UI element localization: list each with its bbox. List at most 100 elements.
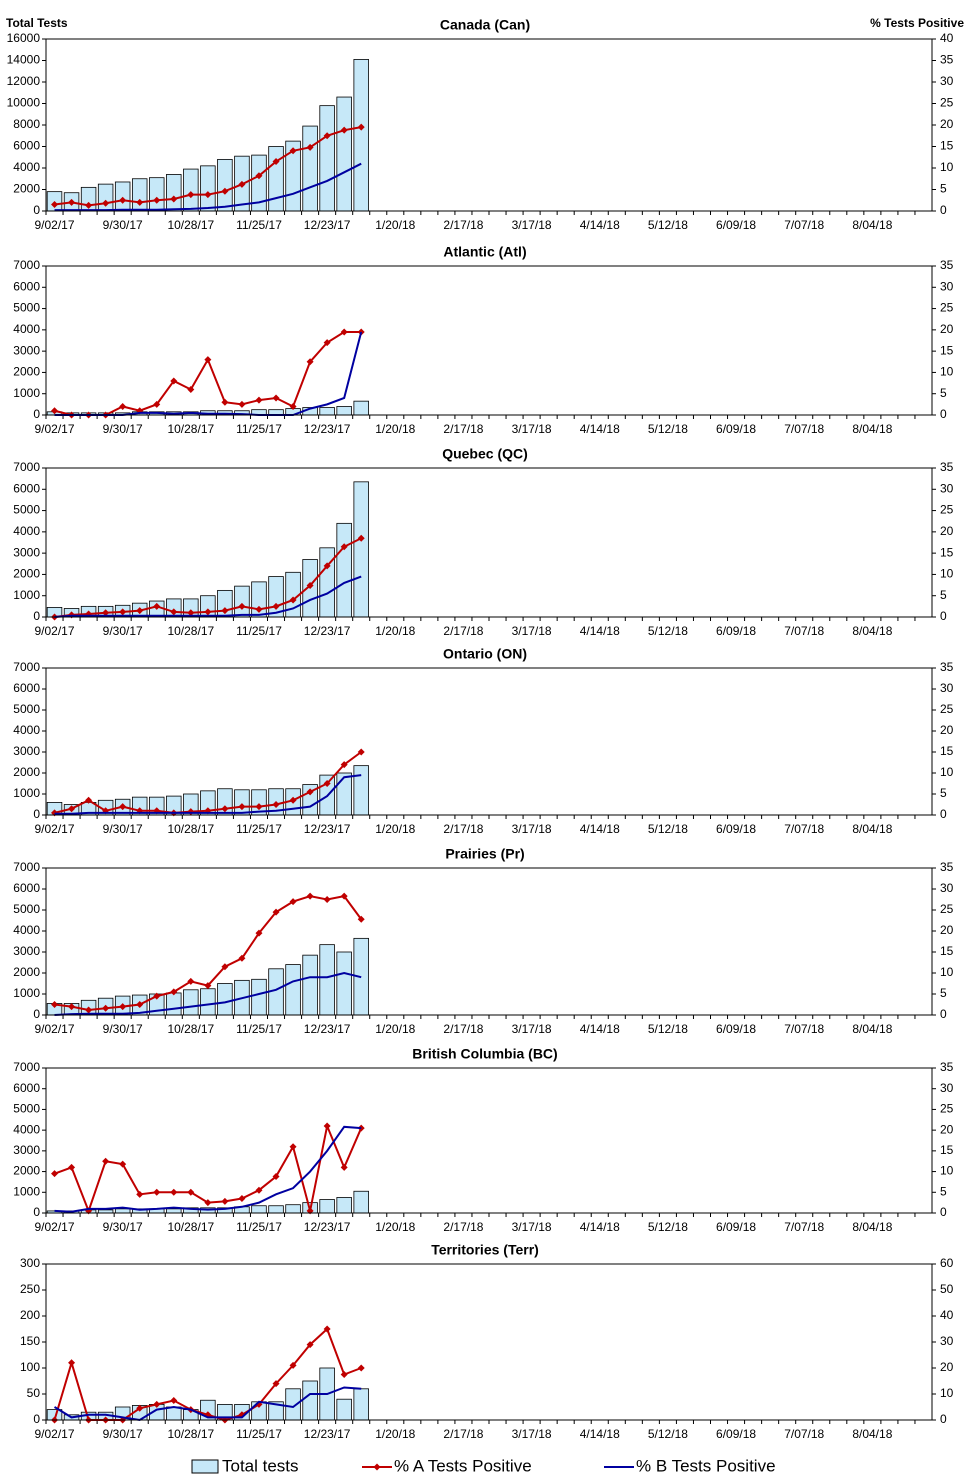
x-tick-label: 3/17/18 — [512, 822, 552, 836]
point-marker — [153, 196, 161, 204]
y2-tick-label: 30 — [940, 881, 954, 895]
y-tick-label: 2000 — [13, 567, 40, 581]
point-marker — [289, 898, 297, 906]
y-tick-label: 6000 — [13, 279, 40, 293]
x-tick-label: 6/09/18 — [716, 1220, 756, 1234]
bar — [131, 178, 148, 212]
y2-tick-label: 5 — [940, 986, 947, 1000]
x-tick-label: 4/14/18 — [580, 1427, 620, 1441]
y2-tick-label: 0 — [940, 1007, 947, 1021]
point-marker — [187, 191, 195, 199]
x-tick-label: 6/09/18 — [716, 218, 756, 232]
x-tick-label: 12/23/17 — [304, 1022, 351, 1036]
bar — [166, 174, 182, 212]
x-tick-label: 1/20/18 — [375, 1427, 415, 1441]
point-marker — [85, 1006, 93, 1014]
bar — [353, 765, 369, 816]
x-tick-label: 11/25/17 — [236, 624, 282, 638]
bar — [114, 1208, 131, 1214]
y2-tick-label: 20 — [940, 923, 954, 937]
bar — [97, 183, 114, 212]
x-tick-label: 12/23/17 — [304, 1220, 351, 1234]
y2-tick-label: 15 — [940, 944, 954, 958]
point-marker — [119, 196, 127, 204]
y2-tick-label: 5 — [940, 1184, 947, 1198]
x-tick-label: 5/12/18 — [648, 422, 688, 436]
bar — [353, 400, 369, 416]
series-line — [54, 971, 362, 1016]
point-marker — [221, 805, 229, 813]
plot-frame — [45, 667, 933, 816]
point-marker — [68, 805, 76, 813]
y-tick-label: 5000 — [13, 902, 40, 916]
x-tick-label: 12/23/17 — [304, 1427, 351, 1441]
point-marker — [357, 748, 365, 756]
bar — [251, 1205, 267, 1214]
point-marker — [221, 963, 229, 971]
y2-tick-label: 10 — [940, 1386, 954, 1400]
series-line — [53, 1386, 362, 1422]
series-line — [54, 774, 362, 815]
y-tick-label: 4000 — [13, 160, 40, 174]
plot-frame — [45, 467, 933, 618]
x-tick-label: 9/02/17 — [34, 822, 74, 836]
x-tick-label: 2/17/18 — [443, 822, 483, 836]
x-tick-label: 11/25/17 — [236, 1022, 282, 1036]
x-tick-label: 9/02/17 — [34, 1022, 74, 1036]
y-tick-label: 6000 — [13, 481, 40, 495]
point-marker — [323, 339, 331, 347]
y-tick-label: 0 — [33, 609, 40, 623]
point-marker — [170, 1397, 178, 1404]
point-marker — [136, 607, 144, 615]
bar — [183, 168, 199, 212]
legend-label: % B Tests Positive — [636, 1456, 776, 1475]
x-tick-label: 10/28/17 — [167, 624, 214, 638]
point-marker — [187, 385, 195, 393]
y-tick-label: 3000 — [13, 343, 40, 357]
y2-tick-label: 0 — [940, 807, 947, 821]
x-tick-label: 6/09/18 — [716, 1427, 756, 1441]
x-tick-label: 9/30/17 — [103, 218, 143, 232]
point-marker — [51, 1001, 59, 1008]
point-marker — [136, 1404, 144, 1412]
point-marker — [289, 1143, 297, 1151]
point-marker — [323, 780, 331, 787]
y-tick-label: 1000 — [13, 588, 40, 602]
x-tick-label: 11/25/17 — [236, 1427, 282, 1441]
bar — [251, 978, 267, 1016]
point-marker — [221, 607, 229, 615]
point-marker — [272, 1380, 280, 1388]
x-tick-label: 7/07/18 — [784, 822, 824, 836]
x-tick-label: 7/07/18 — [784, 624, 824, 638]
y-tick-label: 1000 — [13, 786, 40, 800]
x-tick-label: 8/04/18 — [852, 218, 892, 232]
y-tick-label: 7000 — [13, 460, 40, 474]
bar — [166, 1406, 182, 1421]
x-tick-label: 10/28/17 — [167, 1220, 214, 1234]
x-tick-label: 4/14/18 — [580, 822, 620, 836]
point-marker — [357, 534, 365, 542]
x-tick-label: 10/28/17 — [167, 822, 214, 836]
bar — [166, 1208, 182, 1214]
point-marker — [306, 143, 314, 151]
x-tick-label: 9/02/17 — [34, 624, 74, 638]
y-tick-label: 0 — [33, 203, 40, 217]
point-marker — [170, 608, 178, 616]
bar — [353, 481, 369, 618]
x-tick-label: 8/04/18 — [852, 624, 892, 638]
point-marker — [340, 126, 348, 134]
point-marker — [136, 198, 144, 206]
plot-frame — [45, 1263, 933, 1421]
legend-swatch — [191, 1459, 219, 1474]
y-tick-label: 3000 — [13, 944, 40, 958]
bar — [336, 1398, 352, 1421]
point-marker — [51, 201, 59, 209]
x-tick-label: 7/07/18 — [784, 422, 824, 436]
y2-tick-label: 10 — [940, 365, 954, 379]
x-tick-label: 9/02/17 — [34, 1220, 74, 1234]
series-line — [54, 162, 362, 212]
y-tick-label: 2000 — [13, 365, 40, 379]
y2-tick-label: 30 — [940, 1081, 954, 1095]
y2-tick-label: 50 — [940, 1282, 954, 1296]
y2-tick-label: 35 — [940, 1060, 954, 1074]
